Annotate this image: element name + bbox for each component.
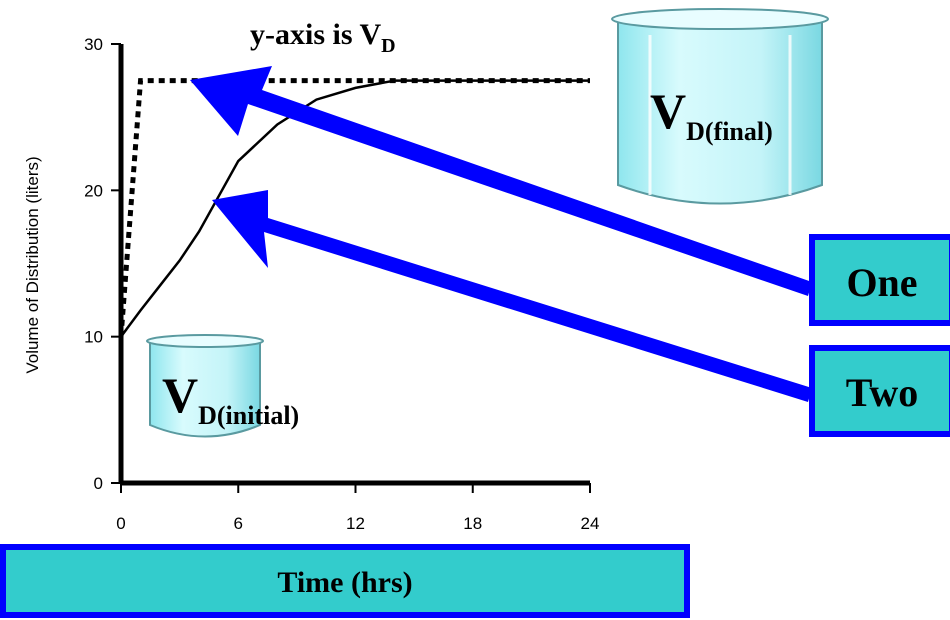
title-text: y-axis is V (250, 18, 381, 51)
final-v: V (650, 83, 686, 139)
x-tick-label: 24 (581, 514, 600, 533)
x-tick-label: 6 (234, 514, 243, 533)
y-tick-label: 20 (84, 181, 103, 200)
beaker-final (612, 9, 828, 204)
title-sub: D (381, 35, 395, 57)
label-two: Two (846, 370, 919, 415)
y-tick-label: 30 (84, 35, 103, 54)
plot: 0 10 20 30 0 6 12 18 24 (84, 35, 599, 533)
slide: 010203006121824 y-axis is VD VD(final) V… (0, 0, 950, 620)
y-tick-label: 0 (94, 474, 103, 493)
x-axis-label: Time (hrs) (277, 566, 412, 599)
title: y-axis is VD (250, 18, 396, 57)
x-tick-label: 12 (346, 514, 365, 533)
y-tick-label: 10 (84, 328, 103, 347)
x-tick-label: 18 (463, 514, 482, 533)
final-sub: D(final) (686, 117, 773, 146)
initial-sub: D(initial) (198, 401, 299, 430)
y-axis-label: Volume of Distribution (liters) (23, 156, 42, 373)
x-tick-label: 0 (116, 514, 125, 533)
initial-v: V (162, 367, 198, 423)
arrow-two (212, 190, 812, 402)
label-one: One (846, 260, 917, 305)
